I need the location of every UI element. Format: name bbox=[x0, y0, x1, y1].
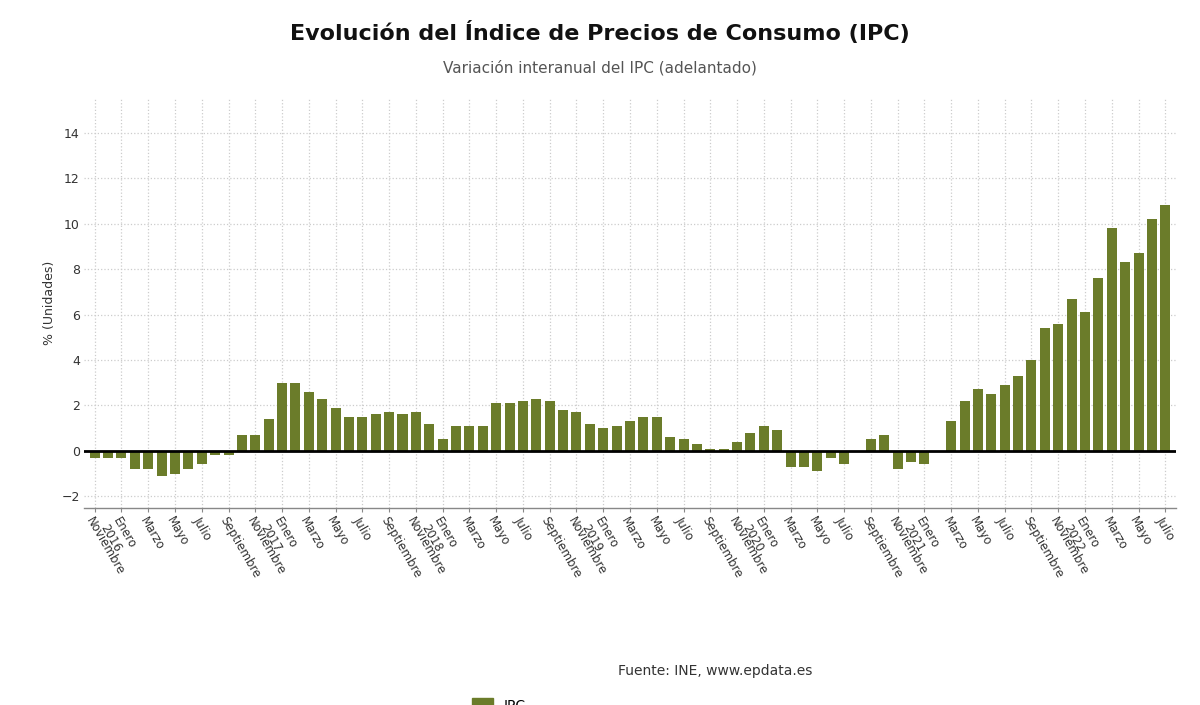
Bar bbox=[425, 424, 434, 450]
Bar bbox=[706, 448, 715, 450]
Bar bbox=[652, 417, 661, 450]
Bar bbox=[946, 422, 956, 450]
Bar bbox=[1147, 219, 1157, 450]
Bar bbox=[786, 450, 796, 467]
Bar bbox=[638, 417, 648, 450]
Bar bbox=[665, 437, 676, 450]
Bar bbox=[304, 392, 314, 450]
Bar bbox=[1067, 299, 1076, 450]
Bar bbox=[1013, 376, 1024, 450]
Bar bbox=[919, 450, 930, 465]
Bar bbox=[732, 442, 742, 450]
Bar bbox=[236, 435, 247, 450]
Bar bbox=[130, 450, 140, 469]
Bar bbox=[880, 435, 889, 450]
Bar bbox=[839, 450, 850, 465]
Bar bbox=[1054, 324, 1063, 450]
Bar bbox=[156, 450, 167, 476]
Bar bbox=[545, 401, 554, 450]
Bar bbox=[438, 439, 448, 450]
Bar bbox=[599, 428, 608, 450]
Bar bbox=[584, 424, 595, 450]
Legend: IPC: IPC bbox=[472, 699, 526, 705]
Bar bbox=[223, 450, 234, 455]
Bar bbox=[1106, 228, 1117, 450]
Bar bbox=[371, 415, 380, 450]
Bar bbox=[745, 433, 756, 450]
Bar bbox=[184, 450, 193, 469]
Bar bbox=[210, 450, 220, 455]
Bar bbox=[799, 450, 809, 467]
Bar bbox=[197, 450, 206, 465]
Bar bbox=[504, 403, 515, 450]
Bar bbox=[625, 422, 635, 450]
Bar bbox=[317, 398, 328, 450]
Bar bbox=[397, 415, 408, 450]
Text: Fuente: INE, www.epdata.es: Fuente: INE, www.epdata.es bbox=[618, 664, 812, 678]
Bar bbox=[772, 430, 782, 450]
Bar bbox=[290, 383, 300, 450]
Text: Variación interanual del IPC (adelantado): Variación interanual del IPC (adelantado… bbox=[443, 60, 757, 75]
Bar bbox=[491, 403, 502, 450]
Bar bbox=[478, 426, 488, 450]
Y-axis label: % (Unidades): % (Unidades) bbox=[43, 261, 56, 345]
Bar bbox=[758, 426, 769, 450]
Text: Evolución del Índice de Precios de Consumo (IPC): Evolución del Índice de Precios de Consu… bbox=[290, 21, 910, 44]
Bar bbox=[906, 450, 916, 462]
Bar bbox=[986, 394, 996, 450]
Bar bbox=[1000, 385, 1009, 450]
Bar bbox=[973, 389, 983, 450]
Bar bbox=[558, 410, 568, 450]
Bar bbox=[143, 450, 154, 469]
Bar bbox=[719, 448, 728, 450]
Bar bbox=[692, 444, 702, 450]
Bar bbox=[1026, 360, 1037, 450]
Bar bbox=[612, 426, 622, 450]
Bar bbox=[812, 450, 822, 471]
Bar bbox=[451, 426, 461, 450]
Bar bbox=[1120, 262, 1130, 450]
Bar bbox=[518, 401, 528, 450]
Bar bbox=[960, 401, 970, 450]
Bar bbox=[384, 412, 394, 450]
Bar bbox=[1080, 312, 1090, 450]
Bar bbox=[264, 419, 274, 450]
Bar bbox=[1040, 328, 1050, 450]
Bar bbox=[893, 450, 902, 469]
Bar bbox=[1160, 205, 1170, 450]
Bar bbox=[866, 439, 876, 450]
Bar bbox=[1093, 278, 1104, 450]
Bar bbox=[571, 412, 582, 450]
Bar bbox=[344, 417, 354, 450]
Bar bbox=[358, 417, 367, 450]
Bar bbox=[277, 383, 287, 450]
Bar bbox=[410, 412, 421, 450]
Bar bbox=[251, 435, 260, 450]
Bar bbox=[116, 450, 126, 458]
Bar bbox=[330, 407, 341, 450]
Bar bbox=[103, 450, 113, 458]
Bar bbox=[532, 398, 541, 450]
Bar bbox=[90, 450, 100, 458]
Bar bbox=[678, 439, 689, 450]
Bar bbox=[826, 450, 835, 458]
Bar bbox=[170, 450, 180, 474]
Bar bbox=[464, 426, 474, 450]
Bar bbox=[1134, 253, 1144, 450]
